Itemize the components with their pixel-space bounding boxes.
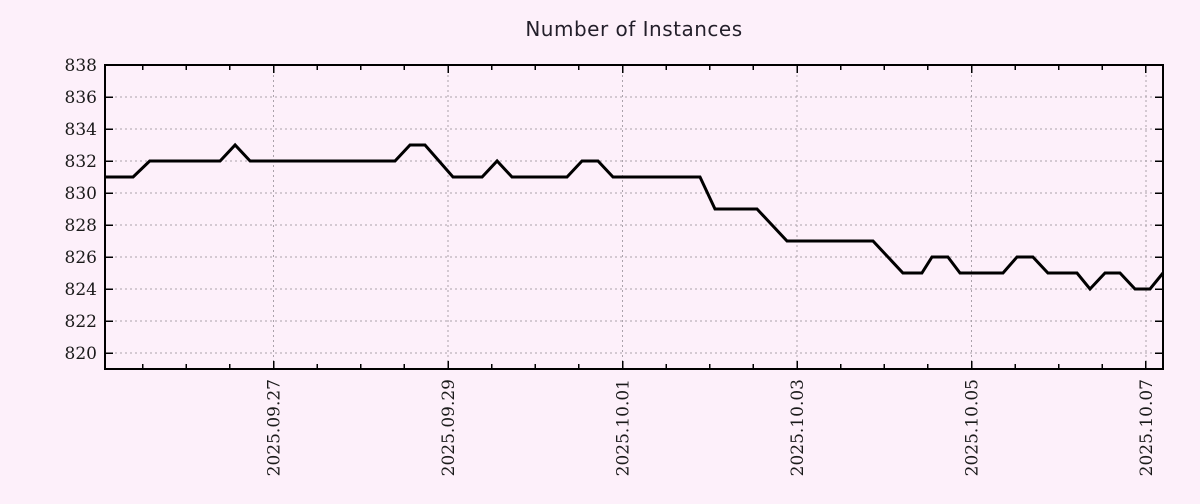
x-axis-tick-label: 2025.09.27 <box>265 379 285 476</box>
y-axis-tick-label: 828 <box>65 216 97 236</box>
y-axis-tick-label: 822 <box>65 312 97 332</box>
x-axis-labels: 2025.09.27 2025.09.29 2025.10.01 2025.10.03… <box>265 379 1157 476</box>
series-line <box>105 142 1165 292</box>
x-axis-tick-label: 2025.10.07 <box>1137 379 1157 476</box>
y-axis-tick-label: 830 <box>65 184 97 204</box>
y-axis-tick-label: 834 <box>65 120 97 140</box>
y-axis-tick-label: 832 <box>65 152 97 172</box>
x-axis-tick-label: 2025.10.03 <box>788 379 808 476</box>
x-axis-tick-label: 2025.10.05 <box>963 379 983 476</box>
series-layer <box>105 142 1165 292</box>
gridlines <box>105 65 1163 369</box>
y-axis-tick-label: 836 <box>65 88 97 108</box>
chart-title: Number of Instances <box>525 17 743 41</box>
plot-border-rect <box>104 64 1164 370</box>
x-axis-tick-label: 2025.09.29 <box>439 379 459 476</box>
y-axis-tick-label: 826 <box>65 248 97 268</box>
plot-border <box>104 64 1164 370</box>
y-axis-labels: 820 822 824 826 828 830 832 834 836 838 <box>65 56 97 364</box>
y-axis-tick-label: 820 <box>65 344 97 364</box>
y-axis-tick-label: 824 <box>65 280 97 300</box>
x-axis-tick-label: 2025.10.01 <box>614 379 634 476</box>
y-axis-tick-label: 838 <box>65 56 97 76</box>
tick-marks <box>105 64 1163 369</box>
